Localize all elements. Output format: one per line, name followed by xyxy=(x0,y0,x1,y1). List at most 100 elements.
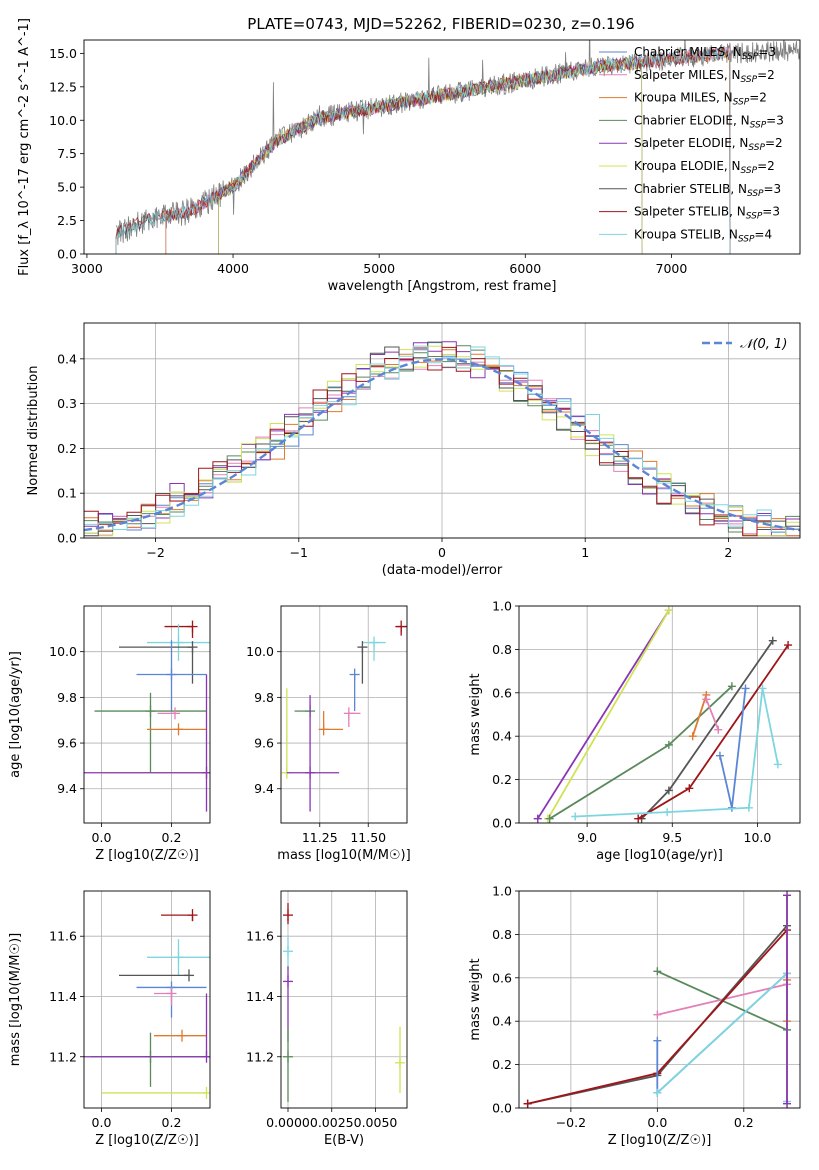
legend: Chabrier MILES, NSSP=3 Salpeter MILES, NS… xyxy=(599,45,784,244)
point-marker xyxy=(773,760,782,769)
point-marker xyxy=(653,1036,662,1045)
weight-line xyxy=(691,694,708,737)
x-tick-label: −1 xyxy=(290,545,308,560)
point-marker xyxy=(664,786,673,795)
point-marker xyxy=(653,1088,662,1097)
x-axis-label: (data-model)/error xyxy=(382,563,503,578)
point-marker xyxy=(634,814,643,823)
panel-weight-vs-Z: −0.2 0.0 0.2 0.0 0.2 0.4 0.6 0.8 1.0 Z [log10(Z/Z… xyxy=(468,884,801,1148)
legend-label: Chabrier MILES, NSSP=3 xyxy=(634,45,776,62)
x-axis-label: age [log10(age/yr)] xyxy=(596,848,723,863)
panel-age-vs-Z: 0.0 0.2 9.4 9.6 9.8 10.0 Z [log10(Z/Z☉)] age [l… xyxy=(8,605,211,863)
y-axis-label: Normed distribution xyxy=(26,366,41,496)
y-tick-label: 15.0 xyxy=(49,46,77,61)
y-tick-label: 11.6 xyxy=(246,929,274,944)
legend-label: Salpeter ELODIE, NSSP=2 xyxy=(634,136,783,153)
y-tick-label: 9.4 xyxy=(254,781,274,796)
x-tick-label: 0.0025 xyxy=(310,1115,354,1130)
y-tick-label: 0.3 xyxy=(57,396,77,411)
point-marker xyxy=(784,641,793,650)
y-tick-label: 0.4 xyxy=(57,351,77,366)
point-marker xyxy=(688,732,697,741)
plot-area xyxy=(283,903,405,1102)
x-axis-label: Z [log10(Z/Z☉)] xyxy=(95,1133,199,1148)
panel-mass-vs-ebv: 0.0000 0.0025 0.0050 11.2 11.4 11.6 E(B-V) xyxy=(246,890,408,1148)
legend-label: Salpeter MILES, NSSP=2 xyxy=(634,68,775,85)
model-spectrum xyxy=(218,57,643,254)
model-spectrum xyxy=(218,57,643,254)
y-tick-label: 1.0 xyxy=(492,599,512,614)
model-spectrum xyxy=(218,57,643,254)
plot-area xyxy=(84,909,210,1099)
point-marker xyxy=(685,784,694,793)
weight-line xyxy=(637,644,789,820)
y-tick-label: 0.6 xyxy=(492,970,512,985)
plot-area xyxy=(84,341,800,537)
axes-frame xyxy=(518,605,801,824)
x-tick-label: −2 xyxy=(146,545,164,560)
x-tick-label: 0.0 xyxy=(92,830,112,845)
y-tick-label: 0.4 xyxy=(492,729,512,744)
point-marker xyxy=(727,682,736,691)
y-tick-label: 9.8 xyxy=(254,690,274,705)
point-marker xyxy=(783,1099,792,1108)
point-marker xyxy=(571,812,580,821)
legend-label: Kroupa ELODIE, NSSP=2 xyxy=(634,159,775,176)
legend-label: Salpeter STELIB, NSSP=3 xyxy=(634,205,780,222)
y-tick-label: 9.6 xyxy=(254,736,274,751)
legend: 𝒩(0, 1) xyxy=(702,337,787,352)
point-marker xyxy=(744,803,753,812)
plot-area xyxy=(523,891,792,1108)
x-tick-label: 0.2 xyxy=(162,1115,182,1130)
y-tick-label: 0.0 xyxy=(492,816,512,831)
y-axis-label: Flux [f_λ 10^-17 erg cm^-2 s^-1 A^-1] xyxy=(17,18,32,276)
y-tick-label: 12.5 xyxy=(49,79,77,94)
figure-title: PLATE=0743, MJD=52262, FIBERID=0230, z=0… xyxy=(247,15,634,33)
weight-line xyxy=(536,609,670,820)
point-marker xyxy=(533,814,542,823)
axes-frame xyxy=(83,39,801,255)
y-tick-label: 11.4 xyxy=(246,989,274,1004)
point-marker xyxy=(653,967,662,976)
legend-label: Kroupa MILES, NSSP=2 xyxy=(634,91,767,108)
y-tick-label: 0.6 xyxy=(492,685,512,700)
point-marker xyxy=(663,808,672,817)
x-tick-label: 9.0 xyxy=(577,830,597,845)
plot-area xyxy=(84,620,210,812)
y-axis-label: age [log10(age/yr)] xyxy=(8,651,23,778)
y-tick-label: 0.0 xyxy=(57,531,77,546)
y-axis-label: mass [log10(M/M☉)] xyxy=(8,933,23,1066)
legend-label: Kroupa STELIB, NSSP=4 xyxy=(634,227,772,244)
y-tick-label: 11.6 xyxy=(49,929,77,944)
point-marker xyxy=(768,636,777,645)
x-tick-label: 11.50 xyxy=(350,830,386,845)
y-tick-label: 9.8 xyxy=(57,690,77,705)
x-tick-label: 5000 xyxy=(363,261,395,276)
x-tick-label: 3000 xyxy=(71,261,103,276)
x-tick-label: 7000 xyxy=(656,261,688,276)
y-tick-label: 0.1 xyxy=(57,486,77,501)
x-tick-label: 0 xyxy=(438,545,446,560)
y-tick-label: 9.6 xyxy=(57,736,77,751)
legend-label: Chabrier STELIB, NSSP=3 xyxy=(634,182,781,199)
y-tick-label: 9.4 xyxy=(57,781,77,796)
y-tick-label: 5.0 xyxy=(57,180,77,195)
axes-frame xyxy=(83,322,801,539)
axes-frame xyxy=(280,605,408,824)
plot-area xyxy=(281,620,407,812)
point-marker xyxy=(653,1010,662,1019)
point-marker xyxy=(758,684,767,693)
y-tick-label: 1.0 xyxy=(492,884,512,899)
y-tick-label: 10.0 xyxy=(49,644,77,659)
y-tick-label: 2.5 xyxy=(57,213,77,228)
y-tick-label: 11.4 xyxy=(49,989,77,1004)
axes-frame xyxy=(83,890,211,1109)
y-tick-label: 0.2 xyxy=(492,772,512,787)
axes-frame xyxy=(518,890,801,1109)
point-marker xyxy=(741,684,750,693)
x-tick-label: −0.2 xyxy=(556,1115,586,1130)
y-tick-label: 0.4 xyxy=(492,1014,512,1029)
weight-line xyxy=(705,698,720,731)
y-tick-label: 10.0 xyxy=(246,644,274,659)
